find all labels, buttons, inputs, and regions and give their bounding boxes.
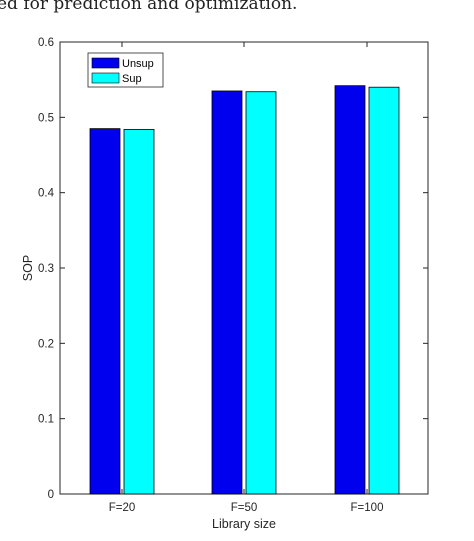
top-text-fragment: ed for prediction and optimization. xyxy=(0,0,298,14)
y-axis-label: SOP xyxy=(21,255,35,281)
bar-unsup-f-50 xyxy=(211,90,243,495)
y-tick-label: 0.3 xyxy=(38,263,54,275)
y-tick-label: 0.6 xyxy=(38,37,54,49)
legend-swatch-unsup xyxy=(91,57,120,69)
bar-unsup-f-100 xyxy=(334,85,366,495)
y-tick-label: 0.5 xyxy=(38,112,54,124)
y-tick-label: 0.4 xyxy=(38,188,55,200)
legend: Unsup Sup xyxy=(87,52,164,88)
legend-swatch-sup xyxy=(91,72,120,84)
legend-label-sup: Sup xyxy=(122,73,142,85)
y-tick-label: 0.2 xyxy=(38,338,54,350)
bar-unsup-f-20 xyxy=(89,128,121,495)
bar-sup-f-50 xyxy=(245,91,277,495)
y-tick-label: 0 xyxy=(48,489,54,501)
bars-group xyxy=(89,85,400,495)
x-tick-label: F=20 xyxy=(109,502,136,514)
bar-sup-f-20 xyxy=(123,128,155,495)
x-tick-label: F=50 xyxy=(231,502,258,514)
bar-sup-f-100 xyxy=(368,86,400,495)
legend-label-unsup: Unsup xyxy=(122,58,154,70)
x-axis: F=20 F=50 F=100 xyxy=(109,42,384,514)
x-axis-label: Library size xyxy=(212,517,276,531)
y-axis: 0 0.1 0.2 0.3 0.4 0.5 0.6 xyxy=(38,37,428,501)
x-tick-label: F=100 xyxy=(351,502,384,514)
y-tick-label: 0.1 xyxy=(38,414,54,426)
